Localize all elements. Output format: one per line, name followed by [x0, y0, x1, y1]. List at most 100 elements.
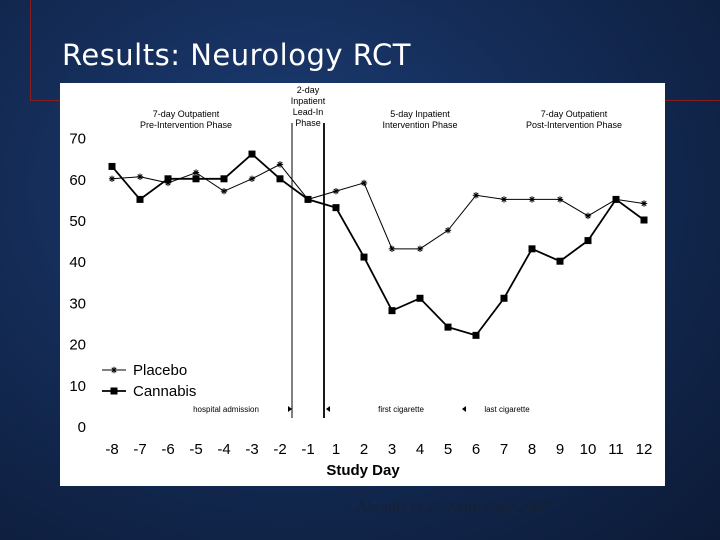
- cannabis-marker: [528, 245, 536, 253]
- placebo-marker: [192, 169, 200, 176]
- phase-label: Intervention Phase: [382, 120, 457, 130]
- legend-label: Cannabis: [133, 383, 196, 400]
- cannabis-marker: [304, 195, 312, 203]
- placebo-line: [111, 163, 645, 250]
- placebo-marker: [136, 173, 144, 180]
- cannabis-marker: [500, 294, 508, 302]
- cannabis-marker: [584, 237, 592, 245]
- x-tick-label: 5: [444, 441, 452, 458]
- annotation-label: hospital admission: [193, 405, 259, 414]
- placebo-marker: [500, 196, 508, 203]
- phase-label: Lead-In: [293, 107, 324, 117]
- x-tick-label: -1: [301, 441, 314, 458]
- cannabis-marker: [248, 150, 256, 158]
- x-tick-label: -6: [161, 441, 174, 458]
- cannabis-marker: [192, 175, 200, 183]
- cannabis-marker: [164, 175, 172, 183]
- x-tick-label: -3: [245, 441, 258, 458]
- phase-label: Phase: [295, 118, 321, 128]
- phase-label: 7-day Outpatient: [541, 109, 608, 119]
- y-tick-label: 60: [69, 172, 86, 189]
- placebo-marker-stroke: [277, 161, 283, 167]
- phase-label: 2-day: [297, 85, 320, 95]
- y-tick-label: 20: [69, 337, 86, 354]
- y-tick-label: 10: [69, 378, 86, 395]
- annotation-label: last cigarette: [484, 405, 530, 414]
- y-tick-label: 0: [78, 419, 86, 436]
- placebo-marker-stroke: [445, 227, 451, 233]
- x-tick-label: -5: [189, 441, 202, 458]
- placebo-marker: [248, 175, 256, 182]
- placebo-marker: [444, 227, 452, 234]
- annotation-arrow: [462, 406, 466, 412]
- cannabis-marker: [136, 195, 144, 203]
- cannabis-marker: [220, 175, 228, 183]
- placebo-marker: [332, 187, 340, 195]
- placebo-marker-stroke: [109, 176, 115, 182]
- x-tick-label: -2: [273, 441, 286, 458]
- x-tick-label: 7: [500, 441, 508, 458]
- placebo-marker-stroke: [417, 246, 423, 252]
- placebo-marker: [472, 192, 480, 199]
- x-tick-label: 12: [636, 441, 653, 458]
- placebo-marker-stroke: [361, 180, 367, 186]
- y-tick-label: 40: [69, 254, 86, 271]
- x-tick-label: 4: [416, 441, 424, 458]
- annotation-arrow: [288, 406, 292, 412]
- x-tick-label: 9: [556, 441, 564, 458]
- placebo-marker: [416, 245, 424, 253]
- annotation-arrow: [326, 406, 330, 412]
- x-tick-label: 11: [608, 441, 624, 458]
- legend-label: Placebo: [133, 362, 187, 379]
- placebo-marker: [110, 366, 118, 374]
- placebo-marker: [360, 179, 368, 187]
- x-tick-label: -8: [105, 441, 118, 458]
- placebo-marker-stroke: [641, 200, 647, 207]
- placebo-marker: [640, 200, 648, 207]
- placebo-marker-stroke: [193, 170, 199, 176]
- placebo-marker-stroke: [111, 367, 117, 373]
- placebo-marker-stroke: [221, 188, 227, 194]
- x-tick-label: -4: [217, 441, 230, 458]
- x-tick-label: 1: [332, 441, 340, 458]
- title-rule-vertical: [30, 0, 31, 100]
- placebo-marker-stroke: [137, 174, 143, 180]
- placebo-marker-stroke: [473, 192, 479, 198]
- placebo-marker-stroke: [333, 188, 339, 194]
- cannabis-marker: [444, 323, 452, 331]
- annotation-label: first cigarette: [378, 405, 424, 414]
- cannabis-marker: [360, 253, 368, 261]
- phase-label: Inpatient: [291, 96, 326, 106]
- x-tick-label: 6: [472, 441, 480, 458]
- cannabis-marker: [276, 175, 284, 183]
- y-tick-label: 30: [69, 295, 86, 312]
- cannabis-marker: [472, 331, 480, 339]
- cannabis-marker: [612, 195, 620, 203]
- phase-label: 7-day Outpatient: [153, 109, 220, 119]
- y-tick-label: 50: [69, 213, 86, 230]
- chart-panel: 7-day Outpatient Pre-Intervention Phase 2-…: [60, 83, 665, 486]
- placebo-marker: [108, 175, 116, 182]
- phase-label: Pre-Intervention Phase: [140, 120, 232, 130]
- cannabis-marker: [640, 216, 648, 224]
- placebo-marker: [388, 245, 396, 253]
- cannabis-marker: [332, 204, 340, 212]
- citation: Abrams et al. Neurology 2007: [356, 499, 551, 516]
- placebo-marker-stroke: [389, 246, 395, 252]
- cannabis-marker: [388, 307, 396, 315]
- cannabis-marker: [110, 387, 118, 395]
- x-tick-label: 8: [528, 441, 536, 458]
- x-tick-label: 2: [360, 441, 368, 458]
- placebo-marker: [584, 212, 592, 220]
- x-tick-label: 10: [580, 441, 597, 458]
- y-tick-label: 70: [69, 131, 86, 148]
- phase-label: Post-Intervention Phase: [526, 120, 622, 130]
- placebo-marker: [220, 187, 228, 195]
- cannabis-marker: [108, 162, 116, 170]
- phase-label: 5-day Inpatient: [390, 109, 450, 119]
- cannabis-marker: [416, 294, 424, 302]
- placebo-marker: [276, 161, 284, 168]
- x-axis-title: Study Day: [326, 462, 400, 479]
- cannabis-line: [111, 152, 645, 337]
